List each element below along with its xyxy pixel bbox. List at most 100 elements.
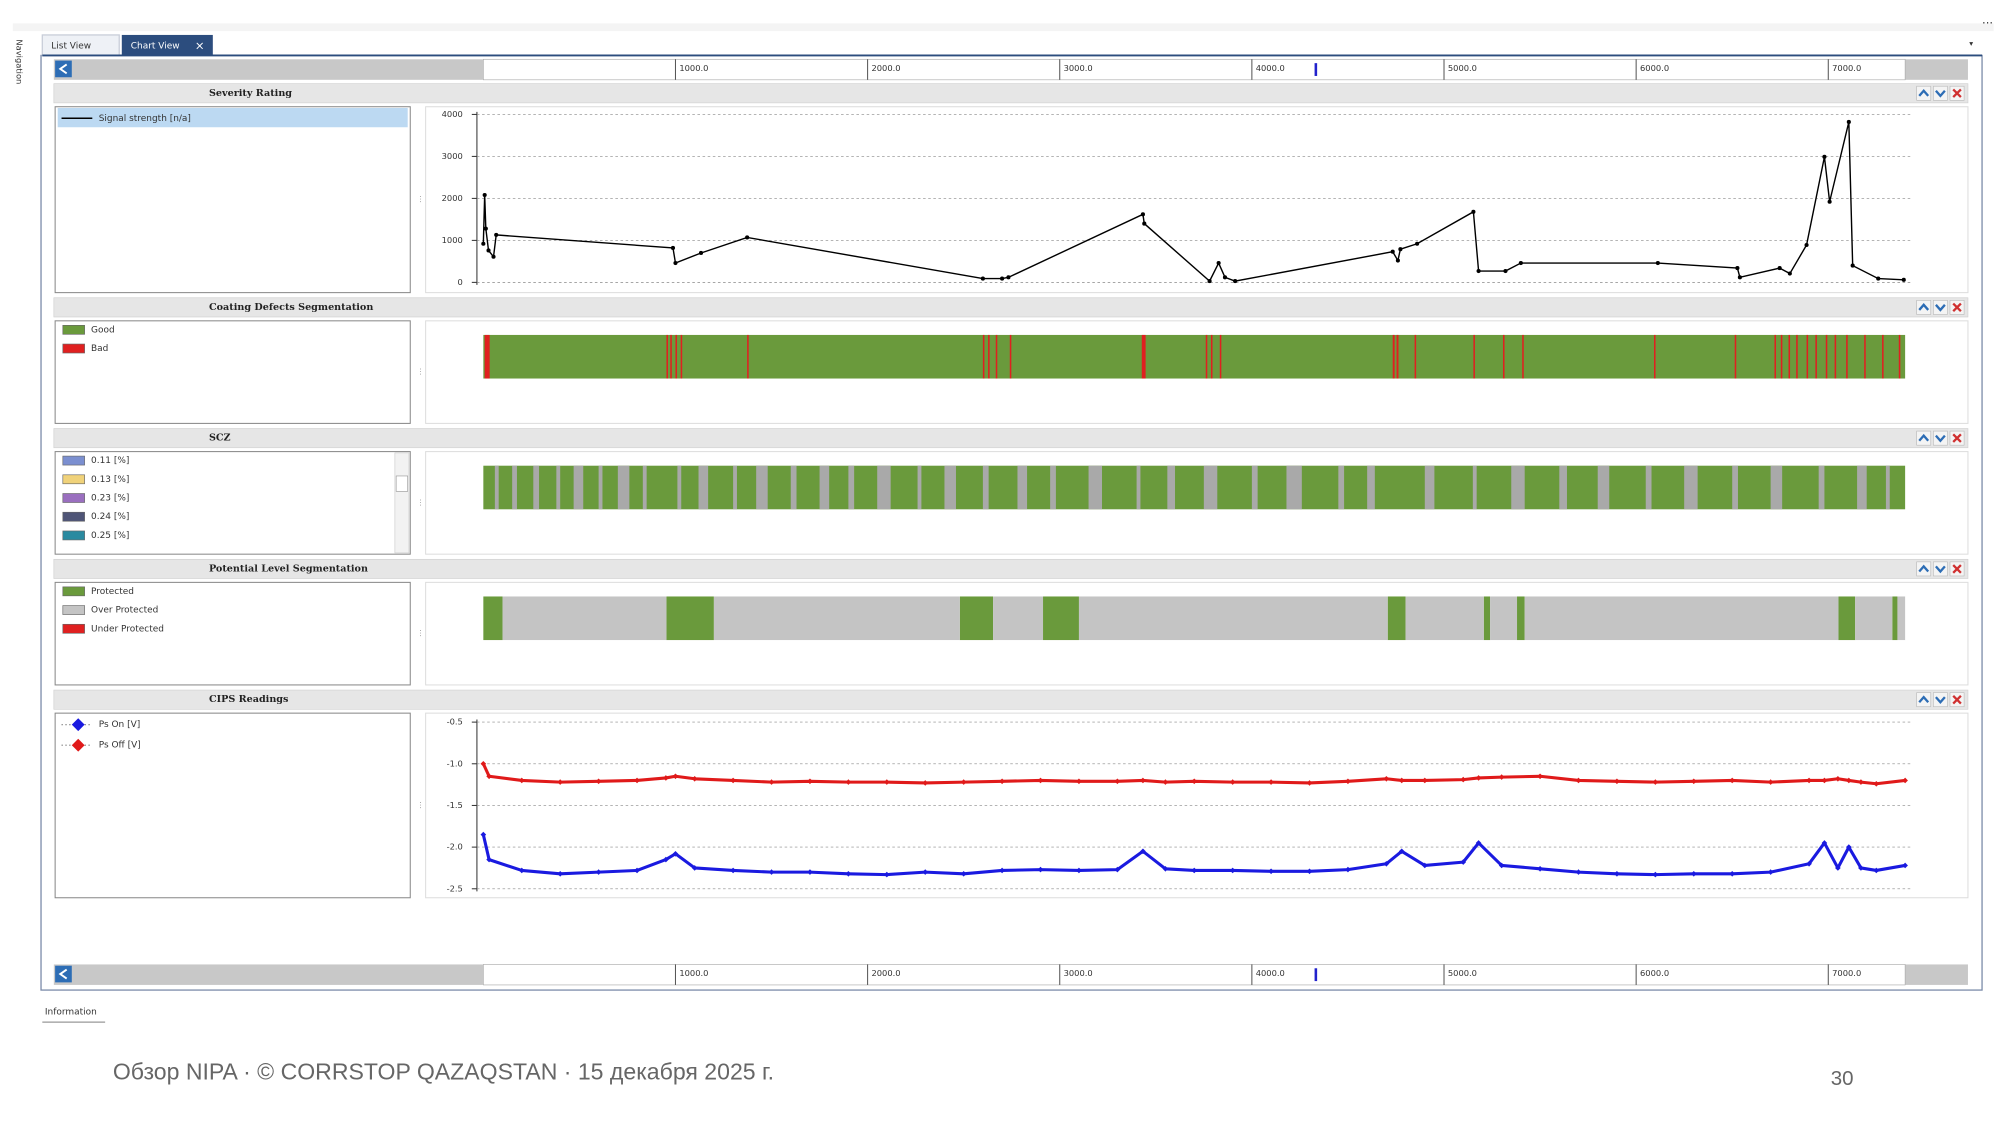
dropdown[interactable]: ▾ bbox=[1969, 39, 1973, 48]
segment bbox=[1009, 334, 1012, 379]
splitter-grip: ⋮ bbox=[417, 800, 425, 809]
panel-button[interactable] bbox=[1933, 300, 1948, 315]
panel-title: SCZ bbox=[209, 433, 231, 444]
data-point bbox=[1475, 840, 1482, 846]
scrollbar-thumb[interactable] bbox=[395, 475, 409, 492]
data-point bbox=[1652, 871, 1659, 878]
data-point bbox=[960, 870, 967, 877]
ruler-tick-label: 5000.0 bbox=[1448, 63, 1477, 73]
stripe bbox=[1338, 465, 1345, 510]
panel-button[interactable] bbox=[1933, 430, 1948, 446]
segment bbox=[747, 334, 749, 379]
stripe bbox=[848, 465, 855, 510]
panel-button-icon bbox=[1952, 695, 1962, 705]
data-point bbox=[1614, 870, 1620, 877]
panel-button[interactable] bbox=[1933, 85, 1948, 101]
segment bbox=[1834, 334, 1837, 379]
data-point bbox=[634, 777, 640, 784]
tab-active[interactable] bbox=[121, 34, 213, 56]
segment bbox=[995, 334, 998, 379]
segment bbox=[1205, 334, 1208, 379]
panel-button[interactable] bbox=[1916, 561, 1932, 577]
legend-label[interactable]: 0.25 [%] bbox=[91, 531, 129, 541]
segment bbox=[1522, 334, 1524, 379]
panel-button-icon bbox=[1935, 89, 1946, 98]
data-point bbox=[1735, 266, 1740, 271]
panel-header bbox=[53, 428, 1969, 449]
panel-button[interactable] bbox=[1916, 692, 1932, 708]
segment bbox=[1734, 334, 1737, 379]
legend-label[interactable]: Ps On [V] bbox=[99, 720, 141, 730]
legend-label[interactable]: 0.13 [%] bbox=[91, 475, 129, 485]
legend-label[interactable]: 0.23 [%] bbox=[91, 494, 129, 504]
data-point bbox=[768, 869, 775, 875]
panel-button[interactable] bbox=[1916, 300, 1932, 315]
panel-button[interactable] bbox=[1916, 430, 1932, 446]
legend-label[interactable]: Good bbox=[91, 325, 115, 335]
data-point bbox=[980, 276, 985, 281]
legend-swatch bbox=[62, 343, 85, 354]
ruler-scale bbox=[483, 964, 1906, 986]
panel-title: Potential Level Segmentation bbox=[209, 563, 368, 574]
ruler-scale bbox=[483, 58, 1906, 81]
segment bbox=[484, 334, 490, 379]
legend-label[interactable]: Signal strength [n/a] bbox=[99, 114, 191, 124]
ruler-cursor[interactable] bbox=[1314, 63, 1318, 76]
data-point bbox=[672, 850, 679, 857]
tab-label[interactable]: Chart View bbox=[131, 41, 180, 51]
legend-swatch bbox=[62, 511, 85, 522]
data-point bbox=[1767, 869, 1774, 875]
data-point bbox=[1162, 779, 1169, 785]
status-label[interactable]: Information bbox=[45, 1007, 97, 1017]
segment bbox=[1815, 334, 1817, 379]
chart-box bbox=[425, 106, 1969, 294]
legend-label[interactable]: 0.24 [%] bbox=[91, 512, 129, 522]
panel-button-icon bbox=[1935, 565, 1946, 574]
data-point bbox=[1690, 778, 1697, 785]
legend-highlight[interactable] bbox=[57, 108, 408, 128]
stripe bbox=[944, 465, 956, 510]
panel-button-icon bbox=[1935, 696, 1946, 704]
data-point bbox=[691, 865, 698, 871]
data-point bbox=[1873, 867, 1880, 874]
segment bbox=[1078, 596, 1388, 641]
data-point bbox=[1821, 777, 1828, 784]
segment bbox=[670, 334, 672, 379]
data-point bbox=[883, 871, 890, 878]
data-point bbox=[1822, 154, 1827, 159]
y-tick-label: -1.5 bbox=[447, 800, 463, 810]
legend-label[interactable]: Bad bbox=[91, 344, 108, 354]
data-point bbox=[1655, 261, 1660, 266]
data-point bbox=[480, 831, 487, 838]
menu-dots[interactable]: ··· bbox=[1982, 16, 1993, 30]
data-point bbox=[1652, 779, 1659, 785]
panel-button[interactable] bbox=[1933, 692, 1948, 708]
data-point bbox=[730, 777, 736, 784]
panel-button[interactable] bbox=[1933, 561, 1948, 577]
data-point bbox=[1858, 779, 1864, 785]
ruler-button[interactable] bbox=[55, 965, 72, 983]
segment bbox=[1141, 334, 1146, 379]
sidebar-label[interactable]: Navigation bbox=[15, 39, 25, 84]
legend-label[interactable]: 0.11 [%] bbox=[91, 456, 129, 466]
legend-label[interactable]: Over Protected bbox=[91, 606, 158, 616]
ruler-button[interactable] bbox=[55, 60, 72, 78]
data-point bbox=[1460, 859, 1467, 865]
segment bbox=[483, 596, 503, 641]
data-point bbox=[883, 779, 890, 785]
legend-label[interactable]: Protected bbox=[91, 587, 134, 597]
legend-label[interactable]: Ps Off [V] bbox=[99, 741, 141, 751]
tab-label[interactable]: List View bbox=[51, 41, 91, 51]
data-point bbox=[670, 245, 676, 250]
ruler-cursor[interactable] bbox=[1314, 968, 1318, 982]
legend-label[interactable]: Under Protected bbox=[91, 624, 164, 634]
data-point bbox=[1806, 860, 1812, 867]
segment bbox=[1517, 596, 1525, 641]
data-point bbox=[663, 775, 669, 781]
segment bbox=[1396, 334, 1399, 379]
tab-close[interactable]: × bbox=[195, 38, 205, 52]
scrollbar[interactable] bbox=[394, 452, 410, 554]
panel-button[interactable] bbox=[1916, 85, 1932, 101]
data-point bbox=[1191, 867, 1198, 874]
